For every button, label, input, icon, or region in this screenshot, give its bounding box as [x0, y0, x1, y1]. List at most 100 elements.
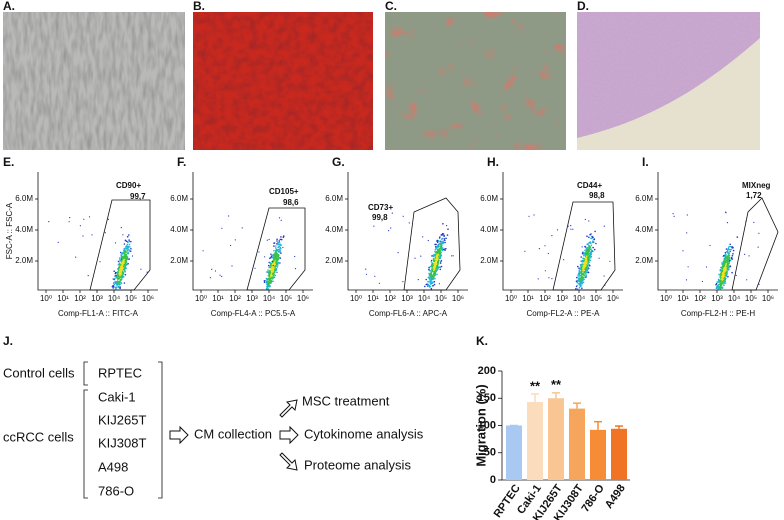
output: Cytokinome analysis [304, 426, 424, 441]
event-dot [118, 286, 120, 288]
arrow [279, 425, 299, 445]
event-dot [585, 264, 587, 267]
y-tick-label: 200 [478, 365, 496, 377]
event-dot [128, 240, 131, 243]
event-dot [433, 259, 436, 262]
event-dot [443, 238, 446, 240]
event-dot [584, 257, 587, 260]
event-dot [728, 257, 731, 259]
event-dot [82, 235, 84, 237]
event-dot [590, 252, 592, 255]
x-tick-label: 10⁴ [728, 294, 741, 303]
event-dot [436, 241, 439, 243]
event-dot [280, 236, 282, 238]
x-tick-label: 10² [694, 294, 706, 303]
event-dot [434, 277, 436, 280]
event-dot [429, 265, 432, 268]
event-dot [271, 260, 274, 263]
event-dot [585, 259, 587, 262]
event-dot [729, 265, 732, 268]
event-dot [121, 252, 123, 255]
event-dot [268, 279, 271, 282]
event-dot [119, 251, 122, 254]
event-dot [116, 274, 119, 277]
x-tick-label: 786-O [579, 482, 607, 514]
y-tick-label: 4.0M [15, 225, 33, 234]
event-dot [735, 274, 737, 277]
event-dot [57, 241, 59, 243]
event-dot [274, 251, 277, 254]
event-dot [119, 276, 122, 279]
event-dot [131, 255, 134, 257]
event-dot [581, 270, 583, 273]
event-dot [125, 256, 128, 259]
event-dot [283, 235, 285, 237]
event-dot [278, 251, 281, 253]
event-dot [437, 250, 439, 252]
event-dot [717, 284, 719, 286]
event-dot [432, 285, 434, 287]
event-dot [276, 266, 279, 268]
event-dot [422, 236, 424, 238]
event-dot [586, 250, 589, 253]
event-dot [581, 276, 584, 279]
event-dot [274, 263, 276, 266]
event-dot [723, 259, 726, 262]
x-tick-label: 10⁴ [263, 294, 276, 303]
event-dot [709, 244, 711, 247]
event-dot [430, 260, 433, 263]
event-dot [434, 272, 437, 274]
event-dot [434, 263, 437, 265]
x-tick-label: 10⁴ [108, 294, 121, 303]
x-tick-label: 10⁶ [452, 294, 464, 303]
event-dot [722, 273, 725, 276]
event-dot [579, 267, 582, 270]
event-dot [435, 267, 438, 270]
event-dot [446, 225, 448, 227]
event-dot [582, 281, 585, 284]
event-dot [408, 222, 410, 224]
event-dot [578, 278, 580, 280]
event-dot [120, 275, 123, 278]
event-dot [267, 275, 270, 277]
y-tick-label: 2.0M [325, 256, 343, 265]
event-dot [122, 262, 125, 264]
y-tick-label: 2.0M [15, 256, 33, 265]
event-dot [576, 288, 579, 290]
event-dot [268, 238, 270, 241]
event-dot [280, 219, 282, 221]
event-dot [129, 250, 132, 252]
event-dot [431, 276, 433, 279]
event-dot [440, 234, 443, 236]
event-dot [730, 248, 732, 251]
event-dot [595, 242, 597, 245]
event-dot [719, 269, 722, 272]
event-dot [581, 287, 583, 290]
cell-line: A498 [98, 459, 128, 474]
event-dot [115, 274, 117, 276]
x-tick-label: 10⁵ [435, 294, 447, 303]
event-dot [265, 287, 268, 290]
x-tick-label: 10⁶ [762, 294, 774, 303]
event-dot [269, 257, 271, 260]
event-dot [585, 274, 588, 277]
x-tick-label: 10⁶ [297, 294, 309, 303]
event-dot [587, 255, 589, 258]
event-dot [724, 282, 727, 284]
panel-label: J. [3, 334, 13, 348]
event-dot [112, 278, 114, 280]
panel-label: A. [3, 0, 15, 13]
event-dot [269, 271, 272, 274]
event-dot [267, 264, 270, 267]
event-dot [267, 282, 270, 285]
panel-label: G. [332, 155, 345, 169]
x-tick-label: 10³ [401, 294, 413, 303]
event-dot [439, 250, 441, 252]
event-dot [593, 238, 595, 241]
event-dot [69, 217, 71, 219]
event-dot [717, 278, 720, 281]
event-dot [272, 280, 274, 283]
gate-label: CD44+ [577, 181, 602, 190]
event-dot [270, 253, 272, 256]
